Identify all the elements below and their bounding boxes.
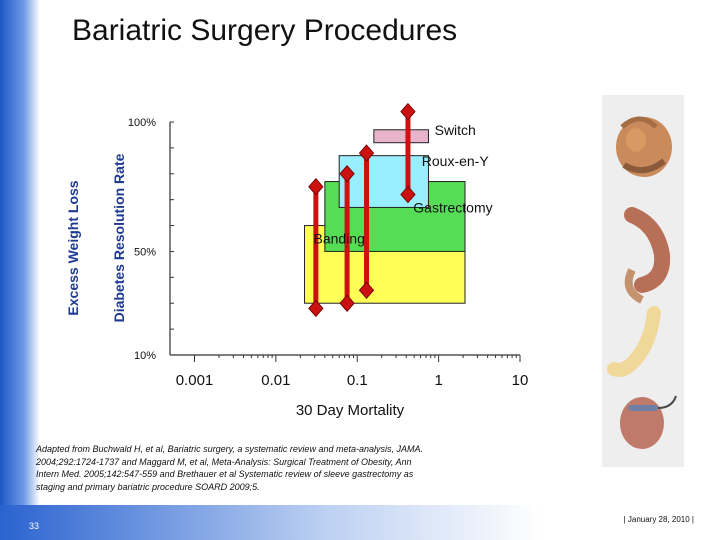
x-tick-label: 10 [512, 372, 529, 389]
x-tick-label: 0.01 [261, 372, 290, 389]
y-tick-label: 50% [134, 246, 156, 258]
switch-anatomy-illustration [624, 207, 671, 304]
procedure-label: Gastrectomy [413, 200, 492, 216]
switch-range-marker [400, 185, 416, 204]
y-axis-title-inner: Diabetes Resolution Rate [111, 153, 127, 322]
procedure-box-roux-en-y [338, 155, 429, 208]
citation-line: staging and primary bariatric procedure … [36, 481, 260, 492]
procedure-box-switch [373, 129, 429, 144]
procedure-label: Roux-en-Y [422, 153, 490, 169]
page-title: Bariatric Surgery Procedures [72, 14, 458, 47]
x-tick-label: 1 [434, 372, 442, 389]
procedure-illustrations [602, 95, 684, 467]
sleeve-gastrectomy-illustration [607, 306, 661, 377]
citation-line: Adapted from Buchwald H, et al, Bariatri… [36, 444, 423, 454]
citation: Adapted from Buchwald H, et al, Bariatri… [36, 443, 486, 493]
procedure-label: Banding [313, 231, 364, 247]
roux-en-y-range-marker [339, 165, 355, 183]
gastrectomy-range-marker [308, 177, 324, 196]
bypass-anatomy-illustration [616, 116, 672, 177]
footer-bar [0, 505, 720, 540]
gastrectomy-range-marker [308, 299, 324, 318]
citation-line: Intern Med. 2005;142:547-559 and Brethau… [36, 469, 414, 479]
switch-range-marker [400, 102, 416, 121]
roux-en-y-range-marker [339, 294, 355, 312]
y-axis-title-outer: Excess Weight Loss [65, 180, 81, 315]
page-number: 33 [29, 521, 40, 531]
x-tick-label: 0.001 [176, 372, 214, 389]
y-tick-label: 100% [128, 117, 156, 129]
citation-line: 2004;292:1724-1737 and Maggard M, et al,… [36, 456, 412, 467]
banding-range-marker [358, 144, 375, 162]
banding-range-marker [358, 281, 375, 300]
footer-date: | January 28, 2010 | [623, 515, 694, 524]
left-accent-bar [0, 0, 40, 540]
gastric-band-illustration [620, 395, 677, 449]
x-tick-label: 0.1 [347, 372, 368, 389]
y-tick-label: 10% [134, 350, 156, 362]
procedure-label: Switch [435, 122, 476, 138]
x-axis-title: 30 Day Mortality [296, 402, 405, 419]
